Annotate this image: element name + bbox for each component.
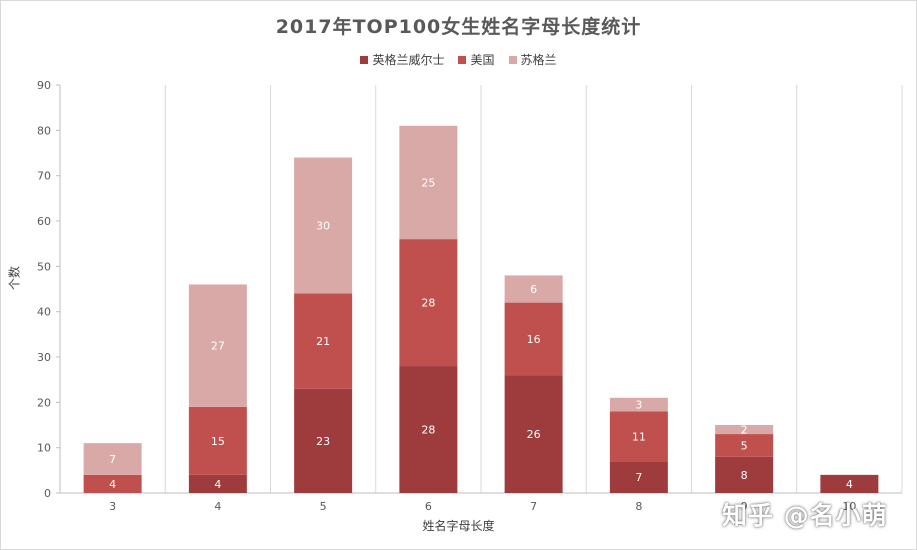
y-tick-label: 70	[37, 170, 51, 183]
x-tick-label: 7	[530, 500, 537, 513]
bar-segment	[504, 302, 563, 376]
x-tick-label: 6	[425, 500, 432, 513]
data-label: 2	[741, 424, 748, 437]
bar-segment	[399, 125, 458, 240]
bar-segment	[399, 366, 458, 493]
bar-segment	[504, 375, 563, 493]
data-label: 16	[527, 333, 541, 346]
x-tick-label: 10	[842, 500, 856, 513]
bar-segment	[294, 157, 353, 294]
data-label: 26	[527, 428, 541, 441]
y-tick-label: 30	[37, 351, 51, 364]
legend-swatch-us	[458, 55, 467, 64]
y-tick-label: 80	[37, 124, 51, 137]
bar-segment	[715, 425, 774, 435]
x-tick-label: 3	[109, 500, 116, 513]
y-tick-label: 20	[37, 396, 51, 409]
legend-label-sc: 苏格兰	[520, 53, 557, 67]
data-label: 23	[316, 435, 330, 448]
x-tick-label: 9	[741, 500, 748, 513]
bar-segment	[83, 443, 142, 475]
x-tick-label: 5	[320, 500, 327, 513]
x-axis-label: 姓名字母长度	[422, 519, 495, 533]
legend-item-us: 美国	[458, 51, 495, 68]
legend-swatch-ew	[360, 55, 369, 64]
y-tick-label: 90	[37, 79, 51, 92]
legend: 英格兰威尔士 美国 苏格兰	[0, 51, 917, 68]
data-label: 28	[421, 297, 435, 310]
bar-segment	[609, 397, 668, 412]
bar-segment	[188, 406, 247, 475]
data-label: 15	[211, 435, 225, 448]
data-label: 25	[421, 176, 435, 189]
legend-label-us: 美国	[470, 53, 495, 67]
bar-segment	[609, 461, 668, 493]
data-label: 4	[109, 478, 116, 491]
y-tick-label: 60	[37, 215, 51, 228]
data-label: 8	[741, 469, 748, 482]
data-label: 4	[214, 478, 221, 491]
bar-segment	[820, 474, 879, 493]
x-tick-label: 4	[214, 500, 221, 513]
data-label: 21	[316, 335, 330, 348]
bar-segment	[294, 388, 353, 493]
data-label: 11	[632, 430, 646, 443]
bar-segment	[715, 456, 774, 493]
y-tick-label: 40	[37, 306, 51, 319]
legend-item-ew: 英格兰威尔士	[360, 51, 444, 68]
y-tick-label: 50	[37, 260, 51, 273]
data-label: 5	[741, 439, 748, 452]
legend-label-ew: 英格兰威尔士	[372, 53, 445, 67]
data-label: 27	[211, 340, 225, 353]
data-label: 7	[635, 471, 642, 484]
data-label: 6	[530, 283, 537, 296]
bar-segment	[504, 275, 563, 303]
y-tick-label: 0	[44, 487, 51, 500]
legend-item-sc: 苏格兰	[508, 51, 557, 68]
data-label: 30	[316, 220, 330, 233]
legend-swatch-sc	[508, 55, 517, 64]
bar-segment	[609, 411, 668, 462]
data-label: 28	[421, 424, 435, 437]
bar-segment	[294, 293, 353, 389]
y-tick-label: 10	[37, 442, 51, 455]
data-label: 3	[635, 399, 642, 412]
data-label: 7	[109, 453, 116, 466]
watermark: 知乎 @名小萌	[722, 501, 888, 530]
bar-segment	[83, 474, 142, 493]
bar-segment	[188, 284, 247, 407]
x-tick-label: 8	[635, 500, 642, 513]
data-label: 4	[846, 478, 853, 491]
bar-segment	[399, 239, 458, 367]
bar-segment	[715, 434, 774, 457]
bar-segment	[188, 474, 247, 493]
chart-title: 2017年TOP100女生姓名字母长度统计	[275, 16, 642, 38]
